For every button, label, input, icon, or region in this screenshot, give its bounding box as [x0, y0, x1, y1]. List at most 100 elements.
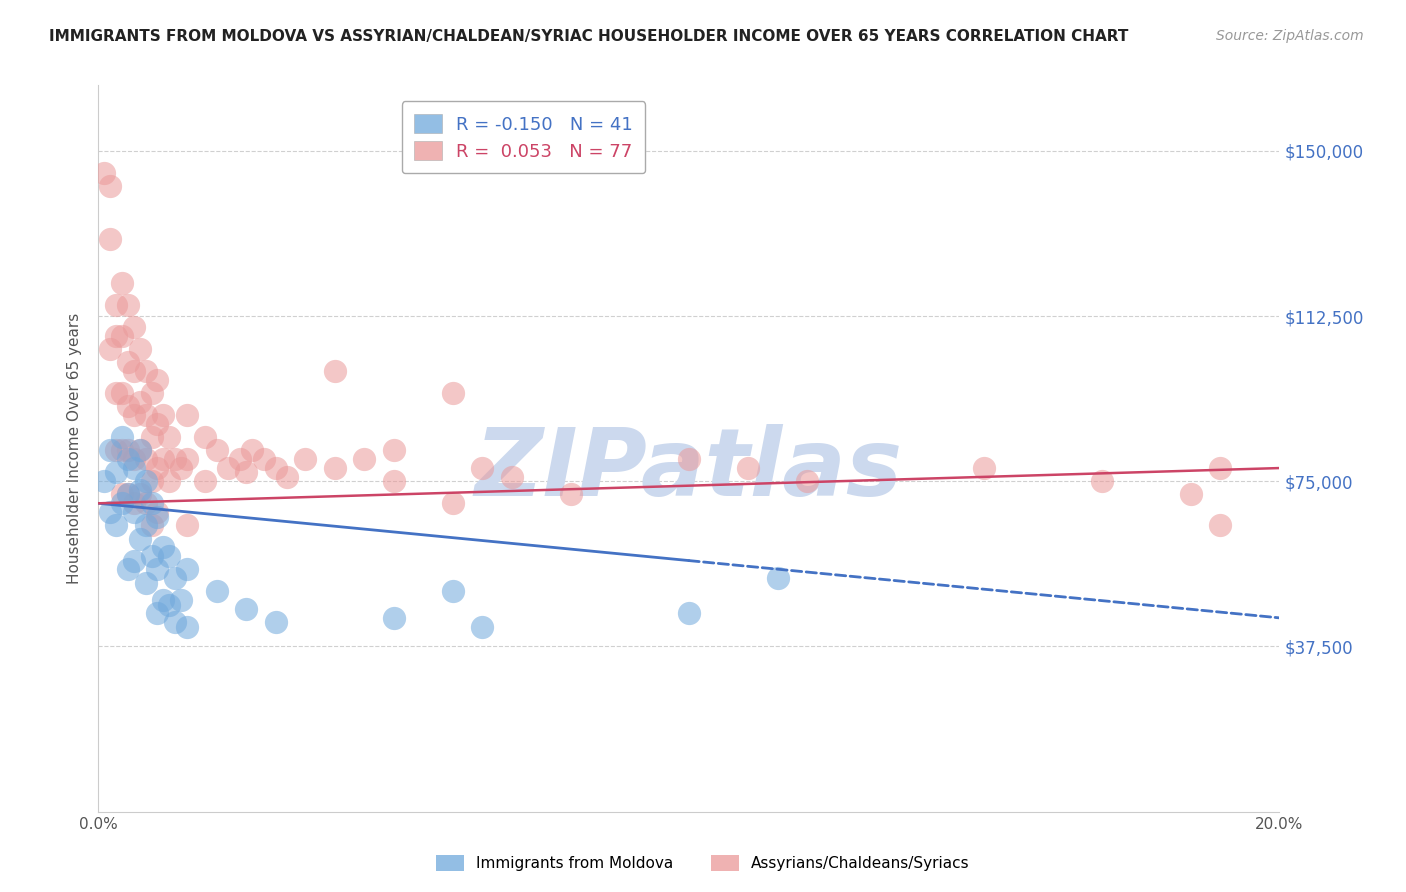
Legend: Immigrants from Moldova, Assyrians/Chaldeans/Syriacs: Immigrants from Moldova, Assyrians/Chald… — [430, 849, 976, 877]
Point — [235, 466, 257, 480]
Point — [1209, 518, 1232, 533]
Point — [176, 518, 198, 533]
Point — [128, 342, 150, 356]
Point — [165, 452, 187, 467]
Point — [117, 443, 139, 458]
Point — [98, 505, 121, 519]
Point — [157, 475, 180, 489]
Point — [229, 452, 252, 467]
Point — [152, 408, 174, 422]
Point — [111, 443, 134, 458]
Point — [135, 475, 157, 489]
Point — [117, 487, 139, 501]
Point — [737, 461, 759, 475]
Point — [141, 386, 163, 401]
Point — [122, 461, 145, 475]
Point — [157, 598, 180, 612]
Point — [194, 430, 217, 444]
Point — [117, 452, 139, 467]
Point — [382, 611, 405, 625]
Point — [157, 549, 180, 564]
Point — [135, 408, 157, 422]
Legend: R = -0.150   N = 41, R =  0.053   N = 77: R = -0.150 N = 41, R = 0.053 N = 77 — [402, 101, 645, 173]
Point — [128, 443, 150, 458]
Point — [146, 505, 169, 519]
Point — [128, 443, 150, 458]
Point — [240, 443, 263, 458]
Point — [1209, 461, 1232, 475]
Point — [276, 470, 298, 484]
Point — [98, 443, 121, 458]
Point — [217, 461, 239, 475]
Point — [128, 483, 150, 497]
Point — [122, 505, 145, 519]
Point — [973, 461, 995, 475]
Point — [117, 562, 139, 576]
Point — [1091, 475, 1114, 489]
Point — [152, 452, 174, 467]
Point — [105, 518, 128, 533]
Point — [111, 386, 134, 401]
Point — [111, 496, 134, 510]
Point — [111, 329, 134, 343]
Point — [117, 487, 139, 501]
Point — [122, 364, 145, 378]
Point — [323, 364, 346, 378]
Point — [135, 496, 157, 510]
Point — [135, 575, 157, 590]
Point — [111, 487, 134, 501]
Point — [471, 620, 494, 634]
Point — [382, 475, 405, 489]
Point — [128, 395, 150, 409]
Point — [122, 496, 145, 510]
Point — [93, 475, 115, 489]
Point — [146, 607, 169, 621]
Point — [146, 562, 169, 576]
Text: ZIPatlas: ZIPatlas — [475, 424, 903, 516]
Point — [205, 443, 228, 458]
Point — [135, 364, 157, 378]
Point — [194, 475, 217, 489]
Point — [98, 342, 121, 356]
Point — [323, 461, 346, 475]
Point — [135, 452, 157, 467]
Point — [146, 509, 169, 524]
Point — [766, 571, 789, 585]
Point — [170, 593, 193, 607]
Point — [141, 430, 163, 444]
Point — [353, 452, 375, 467]
Point — [176, 620, 198, 634]
Point — [122, 553, 145, 567]
Point — [117, 400, 139, 414]
Point — [560, 487, 582, 501]
Point — [678, 607, 700, 621]
Point — [141, 549, 163, 564]
Point — [205, 584, 228, 599]
Text: Source: ZipAtlas.com: Source: ZipAtlas.com — [1216, 29, 1364, 43]
Point — [294, 452, 316, 467]
Point — [152, 593, 174, 607]
Point — [141, 475, 163, 489]
Point — [382, 443, 405, 458]
Point — [235, 602, 257, 616]
Point — [111, 430, 134, 444]
Y-axis label: Householder Income Over 65 years: Householder Income Over 65 years — [67, 312, 83, 584]
Point — [122, 452, 145, 467]
Point — [253, 452, 276, 467]
Point — [105, 466, 128, 480]
Point — [105, 329, 128, 343]
Point — [176, 408, 198, 422]
Point — [98, 179, 121, 194]
Point — [157, 430, 180, 444]
Point — [441, 496, 464, 510]
Point — [141, 518, 163, 533]
Point — [176, 452, 198, 467]
Point — [264, 461, 287, 475]
Point — [105, 298, 128, 312]
Point — [117, 298, 139, 312]
Point — [93, 166, 115, 180]
Point — [122, 320, 145, 334]
Point — [165, 571, 187, 585]
Point — [501, 470, 523, 484]
Point — [105, 386, 128, 401]
